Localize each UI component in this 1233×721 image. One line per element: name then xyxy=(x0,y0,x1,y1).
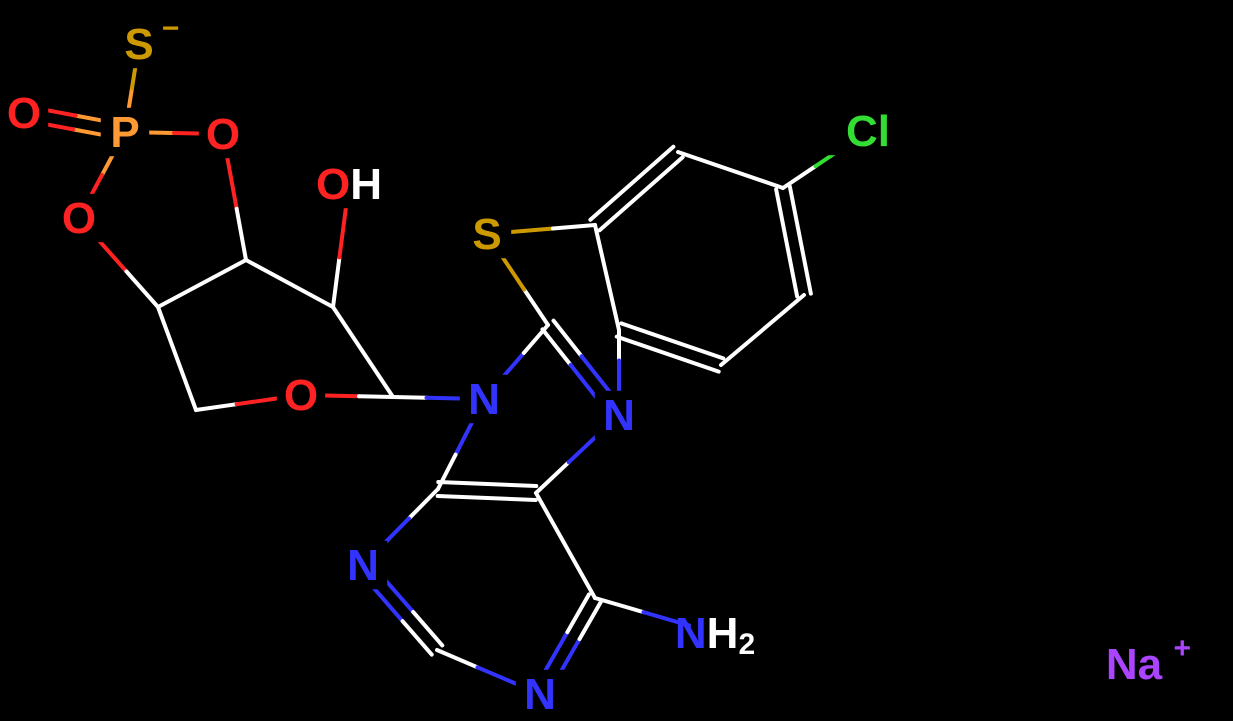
atom-na: Na + xyxy=(1086,632,1191,688)
atom-o: O xyxy=(0,89,48,138)
atom-label-n: N xyxy=(524,670,556,719)
atom-cl: Cl xyxy=(820,107,917,156)
atom-label-cl: Cl xyxy=(846,107,890,156)
charge-label: − xyxy=(162,12,180,45)
bonds-layer xyxy=(46,68,848,685)
molecule-diagram: S−OPOOOHSClONNNNH2NNa+ xyxy=(0,0,1233,721)
atom-label-o: OH xyxy=(316,160,382,209)
atom-n: N xyxy=(595,391,643,440)
atom-label-o: O xyxy=(7,89,41,138)
atom-label-na: Na xyxy=(1106,640,1163,689)
atom-s: S− xyxy=(115,12,179,68)
atom-n: N xyxy=(339,541,387,590)
atom-s: S xyxy=(463,210,511,259)
atom-p: P xyxy=(101,108,149,157)
atom-label-o: O xyxy=(62,194,96,243)
atom-label-n: N xyxy=(603,391,635,440)
atom-o: OH xyxy=(316,160,404,209)
atom-o: O xyxy=(277,371,325,420)
atom-n: N xyxy=(516,670,564,719)
atom-label-n: N xyxy=(347,541,379,590)
atom-n: N xyxy=(460,375,508,424)
atom-label-s: S xyxy=(124,20,153,69)
atom-label-n: N xyxy=(468,375,500,424)
atom-o: O xyxy=(55,194,103,243)
atom-label-s: S xyxy=(472,210,501,259)
atom-label-o: O xyxy=(206,110,240,159)
atom-label-p: P xyxy=(110,108,139,157)
atom-label-o: O xyxy=(284,371,318,420)
charge-label: + xyxy=(1173,632,1191,665)
atom-n: NH2 xyxy=(675,609,785,661)
atom-o: O xyxy=(199,110,247,159)
